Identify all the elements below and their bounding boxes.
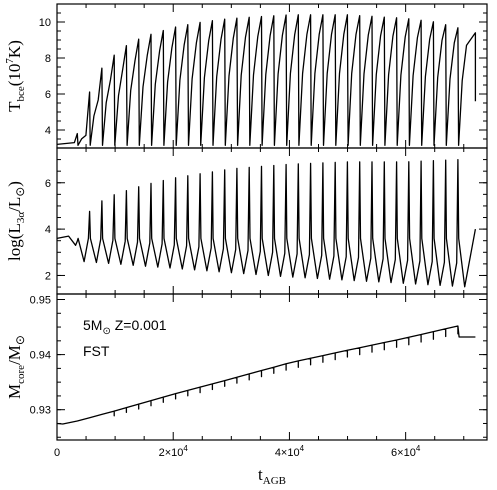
annotation-text: 5M⊙ Z=0.001 xyxy=(83,317,167,337)
series-line-top xyxy=(56,14,477,146)
annotation-text: FST xyxy=(83,343,110,359)
y-tick-label: 4 xyxy=(45,224,51,236)
y-tick-label: 0.95 xyxy=(30,295,51,307)
y-axis-label: log(L3α/L⊙) xyxy=(5,181,27,261)
y-tick-label: 4 xyxy=(45,125,51,137)
panel-frame xyxy=(56,147,488,295)
y-tick-label: 0.93 xyxy=(30,405,51,417)
x-tick-label: 4×104 xyxy=(275,444,305,459)
x-axis: 0 2×104 4×104 6×104 tAGB xyxy=(54,444,421,487)
x-tick-label: 0 xyxy=(54,447,60,459)
x-axis-label: tAGB xyxy=(258,465,286,487)
y-tick-label: 10 xyxy=(39,17,51,29)
panel-middle: 2 4 6 log(L3α/L⊙) xyxy=(5,147,488,295)
x-tick-label: 2×104 xyxy=(159,444,189,459)
y-tick-label: 6 xyxy=(45,89,51,101)
series-line-middle xyxy=(56,158,477,288)
y-axis-label: Tbce(107K) xyxy=(4,40,27,112)
y-axis-label: Mcore/M⊙ xyxy=(5,335,27,399)
x-tick-label: 6×104 xyxy=(391,444,421,459)
y-tick-label: 6 xyxy=(45,178,51,190)
series-line-bottom xyxy=(56,325,476,425)
panel-frame xyxy=(56,293,488,441)
panel-top: 4 6 8 10 Tbce(107K) xyxy=(4,3,488,149)
y-tick-label: 8 xyxy=(45,53,51,65)
y-tick-label: 2 xyxy=(45,270,51,282)
y-tick-label: 0.94 xyxy=(30,350,51,362)
panel-bottom: 0.93 0.94 0.95 Mcore/M⊙ 5M⊙ Z=0.001 FST xyxy=(5,293,488,441)
